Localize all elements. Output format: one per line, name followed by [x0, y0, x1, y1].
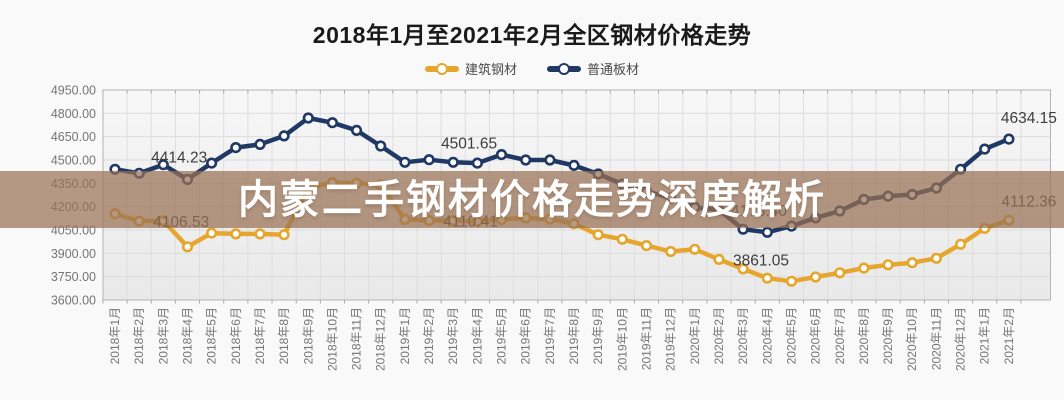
svg-text:3750.00: 3750.00	[51, 270, 96, 284]
svg-text:2020年9月: 2020年9月	[881, 307, 895, 364]
legend-item-construction-steel[interactable]: 建筑钢材	[424, 59, 517, 78]
svg-text:2018年2月: 2018年2月	[132, 307, 146, 364]
svg-text:2018年1月: 2018年1月	[108, 307, 122, 364]
svg-text:2018年4月: 2018年4月	[180, 307, 194, 364]
svg-text:2018年8月: 2018年8月	[277, 307, 291, 364]
svg-text:2020年5月: 2020年5月	[784, 307, 798, 364]
svg-text:2021年2月: 2021年2月	[1002, 307, 1016, 364]
svg-text:2018年10月: 2018年10月	[325, 307, 339, 371]
svg-text:2019年1月: 2019年1月	[398, 307, 412, 364]
svg-text:4650.00: 4650.00	[51, 130, 96, 144]
svg-text:2019年2月: 2019年2月	[422, 307, 436, 364]
svg-text:3900.00: 3900.00	[51, 247, 96, 261]
svg-text:3600.00: 3600.00	[51, 294, 96, 308]
chart-title: 2018年1月至2021年2月全区钢材价格走势	[312, 22, 752, 48]
svg-text:2020年10月: 2020年10月	[905, 307, 919, 371]
svg-text:2019年6月: 2019年6月	[519, 307, 533, 364]
svg-text:4634.15: 4634.15	[1001, 110, 1057, 127]
svg-text:2019年8月: 2019年8月	[567, 307, 581, 364]
svg-text:2021年1月: 2021年1月	[978, 307, 992, 364]
svg-text:2018年12月: 2018年12月	[374, 307, 388, 371]
svg-text:2020年12月: 2020年12月	[954, 307, 968, 371]
legend-dot-icon	[435, 62, 448, 75]
legend-item-plate-steel[interactable]: 普通板材	[547, 59, 639, 78]
svg-text:2019年7月: 2019年7月	[543, 307, 557, 364]
legend-dot-icon	[558, 62, 570, 75]
svg-text:2019年4月: 2019年4月	[470, 307, 484, 364]
svg-text:2020年3月: 2020年3月	[736, 307, 750, 364]
svg-text:2020年11月: 2020年11月	[929, 307, 943, 370]
svg-text:2018年3月: 2018年3月	[156, 307, 170, 364]
svg-text:2018年7月: 2018年7月	[253, 307, 267, 364]
svg-text:4414.23: 4414.23	[151, 149, 207, 166]
legend-label-construction-steel: 建筑钢材	[464, 62, 517, 77]
svg-text:4500.00: 4500.00	[51, 154, 96, 168]
legend: 建筑钢材 普通板材	[0, 59, 1064, 78]
svg-text:2020年1月: 2020年1月	[688, 307, 702, 364]
svg-text:2018年11月: 2018年11月	[350, 307, 364, 370]
svg-text:2019年3月: 2019年3月	[446, 307, 460, 364]
svg-text:2019年10月: 2019年10月	[615, 307, 629, 371]
svg-text:2018年5月: 2018年5月	[205, 307, 219, 364]
svg-text:4950.00: 4950.00	[51, 84, 96, 98]
svg-text:2020年8月: 2020年8月	[857, 307, 871, 364]
svg-text:2020年6月: 2020年6月	[809, 307, 823, 364]
svg-text:2018年6月: 2018年6月	[229, 307, 243, 364]
legend-marker-construction-steel	[424, 62, 459, 75]
legend-label-plate-steel: 普通板材	[587, 62, 640, 77]
svg-text:4501.65: 4501.65	[441, 136, 497, 153]
svg-text:2020年4月: 2020年4月	[760, 307, 774, 364]
svg-text:2019年9月: 2019年9月	[591, 307, 605, 364]
svg-text:3861.05: 3861.05	[733, 252, 789, 269]
svg-text:2018年9月: 2018年9月	[301, 307, 315, 364]
watermark-text: 内蒙二手钢材价格走势深度解析	[238, 177, 826, 222]
legend-marker-plate-steel	[547, 62, 581, 75]
svg-text:2019年11月: 2019年11月	[639, 307, 653, 370]
svg-text:2019年5月: 2019年5月	[495, 307, 509, 364]
watermark-banner: 内蒙二手钢材价格走势深度解析	[0, 171, 1064, 228]
svg-text:2020年7月: 2020年7月	[833, 307, 847, 364]
svg-text:2019年12月: 2019年12月	[664, 307, 678, 371]
svg-text:2020年2月: 2020年2月	[712, 307, 726, 364]
svg-text:4800.00: 4800.00	[51, 107, 96, 121]
